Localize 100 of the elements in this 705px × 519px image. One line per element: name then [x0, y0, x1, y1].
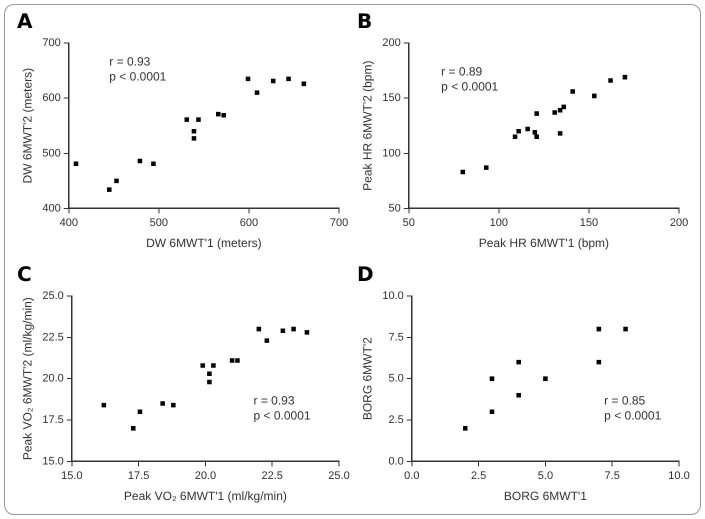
y-tick-label: 10.0 [382, 290, 404, 302]
y-tick-label: 0.0 [388, 455, 404, 468]
chart-title: B [357, 9, 372, 34]
y-axis-title: DW 6MWT'2 (meters) [20, 68, 35, 184]
y-tick-label: 100 [382, 147, 401, 160]
annotation: r = 0.93 [254, 394, 295, 408]
point [558, 108, 562, 113]
chart-title: D [357, 262, 374, 286]
point [138, 158, 142, 164]
point [270, 78, 276, 84]
x-axis-title: Peak HR 6MWT'1 (bpm) [478, 236, 610, 250]
x-tick-label: 10.0 [668, 470, 690, 482]
point [230, 358, 234, 363]
point [490, 376, 494, 381]
y-tick-label: 600 [42, 92, 61, 104]
y-tick-label: 22.5 [42, 331, 64, 344]
y-tick-label: 15.0 [42, 455, 64, 468]
point [534, 134, 539, 139]
point [516, 360, 521, 364]
y-tick-label: 20.0 [42, 372, 64, 385]
point [484, 165, 488, 170]
point [200, 363, 205, 368]
annotation: r = 0.93 [109, 54, 151, 69]
x-tick-label: 17.5 [128, 470, 150, 482]
annotation: p < 0.0001 [254, 408, 311, 423]
y-axis-title: BORG 6MWT'2 [360, 336, 375, 420]
point [246, 76, 250, 82]
point [302, 82, 306, 86]
y-tick-label: 50 [388, 202, 401, 214]
point [570, 89, 575, 94]
point [516, 128, 521, 134]
point [171, 402, 176, 408]
y-tick-label: 400 [42, 202, 61, 214]
point [623, 326, 628, 332]
point [608, 78, 613, 83]
point [534, 111, 539, 116]
y-tick-label: 700 [42, 37, 61, 50]
x-tick-label: 7.5 [604, 470, 620, 482]
point [256, 326, 262, 332]
point [211, 363, 216, 368]
annotation: p < 0.0001 [441, 79, 499, 94]
point [462, 426, 468, 431]
x-tick-label: 600 [240, 217, 258, 230]
y-axis-title: Peak VO₂ 6MWT'2 (ml/kg/min) [20, 297, 35, 460]
x-tick-label: 5.0 [538, 470, 554, 482]
point [207, 371, 212, 376]
y-tick-label: 7.5 [388, 331, 404, 344]
point [512, 134, 518, 139]
point [558, 131, 562, 136]
x-tick-label: 2.5 [470, 470, 486, 482]
chart-title: C [17, 262, 32, 286]
point [114, 178, 119, 184]
x-tick-label: 22.5 [261, 470, 283, 482]
annotation: r = 0.85 [604, 394, 646, 408]
point [622, 74, 628, 80]
x-tick-label: 25.0 [328, 470, 350, 482]
point [221, 112, 226, 118]
annotation: p < 0.0001 [109, 70, 167, 84]
point [516, 392, 521, 398]
point [216, 112, 221, 116]
point [196, 117, 201, 122]
point [130, 426, 136, 431]
y-axis-title: Peak HR 6MWT'2 (bpm) [360, 60, 375, 191]
point [291, 326, 296, 332]
x-tick-label: 15.0 [61, 470, 83, 482]
x-tick-label: 50 [402, 217, 415, 230]
y-tick-label: 500 [42, 147, 61, 160]
x-tick-label: 0.0 [404, 470, 420, 482]
point [192, 128, 196, 134]
y-tick-label: 25.0 [42, 290, 64, 302]
x-tick-label: 150 [580, 217, 598, 230]
point [107, 187, 112, 192]
y-tick-label: 2.5 [388, 414, 404, 426]
point [184, 117, 190, 122]
x-tick-label: 500 [150, 217, 168, 230]
annotation: p < 0.0001 [604, 408, 662, 423]
chart-title: A [17, 9, 33, 34]
point [138, 410, 142, 414]
point [596, 360, 602, 364]
point [532, 130, 538, 135]
point [264, 338, 270, 343]
point [151, 161, 156, 166]
x-tick-label: 400 [60, 217, 78, 230]
point [235, 358, 240, 363]
point [74, 161, 78, 166]
point [552, 110, 557, 115]
point [490, 410, 494, 414]
point [286, 76, 291, 82]
point [102, 402, 106, 408]
x-tick-label: 200 [670, 217, 688, 230]
x-tick-label: 20.0 [194, 470, 216, 482]
y-tick-label: 150 [382, 92, 401, 104]
x-axis-title: BORG 6MWT'1 [504, 489, 588, 504]
point [207, 380, 212, 384]
y-tick-label: 200 [382, 37, 401, 50]
y-tick-label: 5.0 [388, 372, 404, 385]
point [525, 126, 530, 132]
x-axis-title: DW 6MWT'1 (meters) [146, 236, 262, 250]
point [254, 90, 260, 95]
point [592, 94, 597, 98]
